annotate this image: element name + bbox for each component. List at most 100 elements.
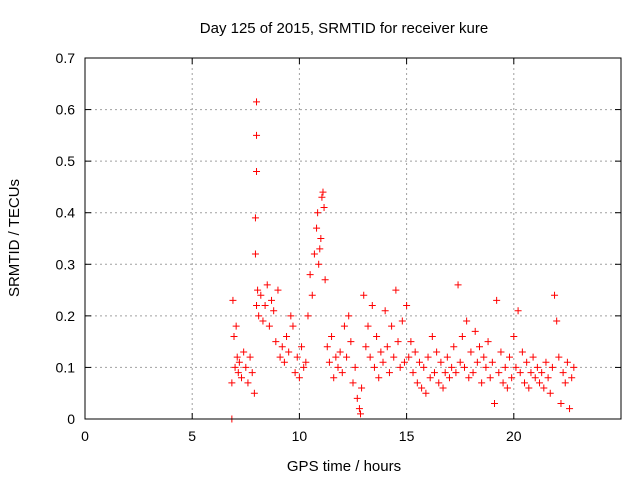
data-point: [250, 389, 258, 397]
data-point: [480, 353, 488, 361]
data-point: [360, 291, 368, 299]
data-point: [409, 369, 417, 377]
data-point: [265, 322, 273, 330]
data-point: [411, 348, 419, 356]
data-point: [570, 363, 578, 371]
data-point: [488, 358, 496, 366]
data-point: [497, 348, 505, 356]
data-point: [566, 405, 574, 413]
data-point: [407, 338, 415, 346]
data-point: [261, 302, 269, 310]
data-point: [527, 369, 535, 377]
data-point: [295, 374, 303, 382]
data-point: [355, 405, 363, 413]
data-point: [555, 353, 563, 361]
data-point: [244, 379, 252, 387]
data-point: [263, 281, 271, 289]
data-point: [430, 369, 438, 377]
data-point: [349, 379, 357, 387]
data-point: [388, 322, 396, 330]
data-point: [228, 379, 236, 387]
data-point: [418, 384, 426, 392]
data-point: [394, 338, 402, 346]
data-point: [317, 235, 325, 242]
x-tick-label: 10: [292, 428, 308, 444]
data-point: [521, 379, 529, 387]
data-point: [320, 204, 328, 212]
data-point: [551, 291, 559, 299]
data-point: [531, 374, 539, 382]
data-point: [255, 312, 263, 320]
data-point: [377, 348, 385, 356]
data-point: [514, 307, 522, 315]
data-point: [478, 379, 486, 387]
x-axis-label: GPS time / hours: [287, 458, 401, 475]
data-point: [270, 307, 278, 315]
data-point: [251, 250, 259, 258]
x-tick-label: 0: [81, 428, 89, 444]
data-point: [368, 302, 376, 310]
data-point: [338, 369, 346, 377]
data-point: [548, 363, 556, 371]
data-point: [366, 353, 374, 361]
data-point: [357, 410, 365, 418]
data-point: [234, 369, 242, 377]
data-point: [274, 286, 282, 294]
data-point: [441, 369, 449, 377]
data-point: [285, 348, 293, 356]
data-point: [336, 348, 344, 356]
data-point: [523, 358, 531, 366]
data-point: [298, 343, 306, 351]
data-point: [319, 188, 327, 196]
data-point: [345, 312, 353, 320]
data-point: [450, 343, 458, 351]
data-point: [561, 379, 569, 387]
data-point: [458, 332, 466, 340]
data-point: [495, 369, 503, 377]
data-point: [433, 348, 441, 356]
data-point: [512, 363, 520, 371]
data-point: [385, 369, 393, 377]
data-point: [503, 384, 511, 392]
data-point: [381, 307, 389, 315]
data-point: [529, 353, 537, 361]
data-point: [248, 369, 256, 377]
data-point: [501, 363, 509, 371]
data-point: [486, 374, 494, 382]
data-point: [533, 363, 541, 371]
data-point: [325, 358, 333, 366]
data-point: [316, 245, 324, 253]
data-point: [544, 374, 552, 382]
data-points: [228, 98, 578, 423]
data-point: [465, 374, 473, 382]
data-point: [330, 374, 338, 382]
data-point: [334, 363, 342, 371]
data-point: [287, 312, 295, 320]
data-point: [340, 322, 348, 330]
data-point: [392, 286, 400, 294]
y-axis-label: SRMTID / TECUs: [6, 179, 23, 297]
data-point: [454, 281, 462, 289]
data-point: [568, 374, 576, 382]
data-point: [302, 358, 310, 366]
y-tick-label: 0.7: [56, 50, 76, 66]
data-point: [538, 369, 546, 377]
data-point: [463, 317, 471, 325]
data-point: [229, 296, 237, 304]
data-point: [310, 250, 318, 258]
data-point: [559, 369, 567, 377]
data-point: [396, 363, 404, 371]
data-point: [306, 271, 314, 279]
data-point: [516, 369, 524, 377]
y-tick-label: 0.4: [56, 205, 76, 221]
data-point: [280, 358, 288, 366]
data-point: [289, 322, 297, 330]
data-point: [259, 317, 267, 325]
data-point: [403, 302, 411, 310]
data-point: [375, 374, 383, 382]
data-point: [293, 353, 301, 361]
data-point: [364, 322, 372, 330]
data-point: [428, 332, 436, 340]
data-point: [542, 358, 550, 366]
